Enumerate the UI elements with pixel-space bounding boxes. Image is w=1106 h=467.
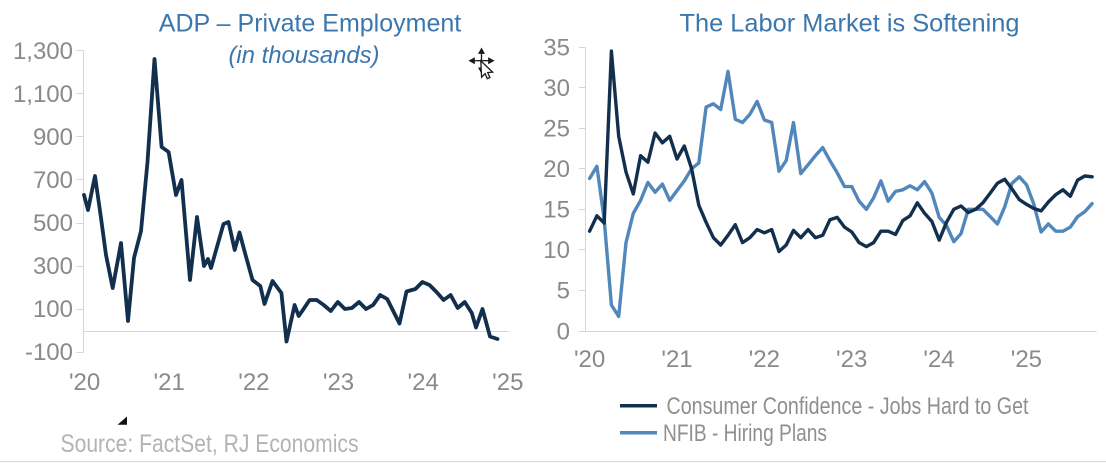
svg-text:'22: '22 [749,346,780,373]
svg-text:'20: '20 [69,369,100,396]
svg-text:1,300: 1,300 [13,38,73,65]
svg-text:25: 25 [543,116,570,143]
svg-text:15: 15 [543,197,570,224]
svg-text:10: 10 [543,237,570,264]
svg-text:5: 5 [557,278,570,305]
svg-text:'21: '21 [661,346,692,373]
svg-text:NFIB - Hiring Plans: NFIB - Hiring Plans [663,420,827,447]
svg-text:-100: -100 [25,339,73,366]
svg-text:900: 900 [33,124,73,151]
svg-text:'25: '25 [492,369,523,396]
svg-text:Consumer Confidence - Jobs Har: Consumer Confidence - Jobs Hard to Get [667,393,1029,420]
svg-text:1,100: 1,100 [13,81,73,108]
svg-text:The Labor Market is Softening: The Labor Market is Softening [680,10,1020,38]
svg-text:ADP – Private Employment: ADP – Private Employment [159,10,461,38]
svg-text:'25: '25 [1011,346,1042,373]
svg-text:300: 300 [33,253,73,280]
svg-text:'24: '24 [408,369,439,396]
svg-text:700: 700 [33,167,73,194]
svg-text:Source: FactSet, RJ Economics: Source: FactSet, RJ Economics [61,430,359,458]
svg-text:0: 0 [557,319,570,346]
svg-text:'23: '23 [836,346,867,373]
svg-text:500: 500 [33,210,73,237]
svg-text:'23: '23 [323,369,354,396]
svg-text:100: 100 [33,296,73,323]
svg-text:30: 30 [543,75,570,102]
svg-text:(in thousands): (in thousands) [229,42,380,69]
svg-text:'20: '20 [574,346,605,373]
svg-text:'24: '24 [923,346,954,373]
svg-text:35: 35 [543,35,570,62]
svg-text:20: 20 [543,156,570,183]
svg-text:'22: '22 [238,369,269,396]
svg-text:'21: '21 [154,369,185,396]
